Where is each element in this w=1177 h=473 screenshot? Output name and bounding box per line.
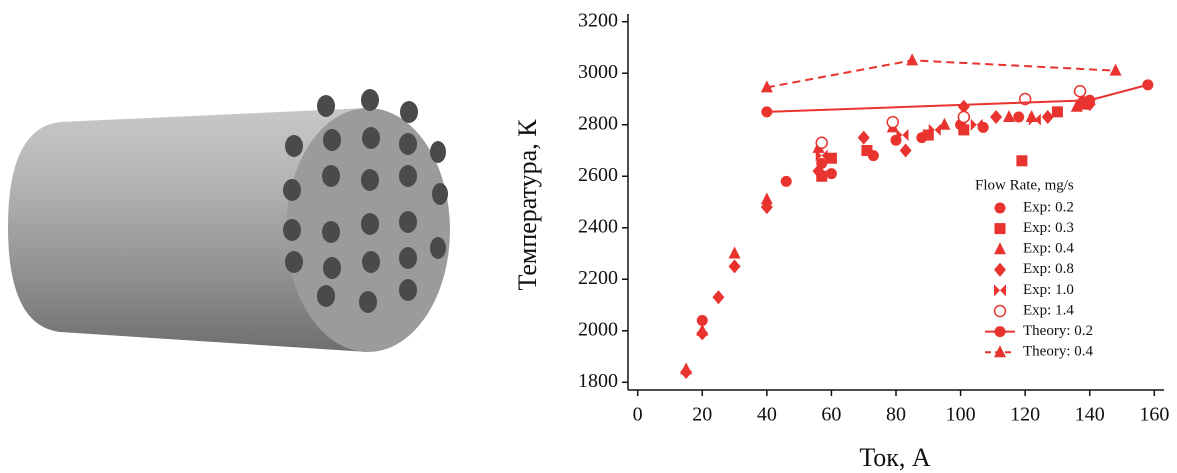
- data-point: [826, 168, 837, 179]
- data-point: [896, 129, 908, 141]
- legend-marker: [995, 223, 1006, 234]
- x-tick-label: 80: [886, 404, 906, 426]
- data-point: [781, 176, 792, 187]
- data-point: [1110, 64, 1122, 76]
- data-point: [858, 131, 870, 145]
- data-point: [1052, 106, 1063, 117]
- x-tick-label: 20: [692, 404, 712, 426]
- x-axis-title: Ток, А: [859, 443, 931, 472]
- legend-label: Exp: 0.2: [1023, 199, 1074, 215]
- x-tick-label: 160: [1139, 404, 1169, 426]
- y-tick-label: 1800: [578, 370, 618, 392]
- x-tick-label: 140: [1075, 404, 1105, 426]
- legend-label: Exp: 0.3: [1023, 220, 1074, 236]
- data-point: [680, 365, 692, 379]
- legend-marker: [994, 263, 1006, 277]
- x-tick-label: 40: [757, 404, 777, 426]
- legend-label: Exp: 0.4: [1023, 241, 1074, 257]
- cylinder-illustration: [8, 89, 450, 352]
- legend-marker: [994, 242, 1006, 254]
- legend-marker: [995, 203, 1006, 214]
- y-axis-title: Температура, К: [513, 119, 542, 291]
- data-point: [929, 124, 941, 136]
- data-point: [887, 117, 898, 128]
- x-tick-label: 0: [633, 404, 643, 426]
- data-point: [958, 124, 969, 135]
- y-tick-label: 2600: [578, 164, 618, 186]
- theory-line: [767, 60, 1116, 87]
- data-point: [1003, 110, 1015, 122]
- data-point: [971, 119, 983, 131]
- data-point: [712, 290, 724, 304]
- legend-label: Exp: 1.0: [1023, 282, 1074, 298]
- figure: Ток, А Температура, К Flow Rate, mg/s 18…: [0, 0, 1177, 473]
- data-point: [906, 53, 918, 65]
- legend-marker: [995, 326, 1006, 337]
- data-point: [1016, 155, 1027, 166]
- data-point: [990, 110, 1002, 124]
- legend-marker: [995, 306, 1006, 317]
- legend-label: Theory: 0.4: [1023, 344, 1093, 360]
- data-point: [696, 326, 708, 340]
- legend-title: Flow Rate, mg/s: [975, 177, 1074, 193]
- y-tick-label: 3000: [578, 61, 618, 83]
- data-point: [958, 112, 969, 123]
- data-point: [761, 106, 772, 117]
- y-tick-label: 2800: [578, 112, 618, 134]
- y-tick-label: 2400: [578, 215, 618, 237]
- x-tick-label: 100: [946, 404, 976, 426]
- data-point: [1142, 79, 1153, 90]
- y-tick-label: 2000: [578, 318, 618, 340]
- x-tick-label: 120: [1010, 404, 1040, 426]
- data-point: [900, 143, 912, 157]
- legend-label: Exp: 1.4: [1023, 302, 1074, 318]
- y-tick-label: 2200: [578, 267, 618, 289]
- data-point: [816, 137, 827, 148]
- data-point: [1075, 86, 1086, 97]
- legend-marker: [994, 284, 1006, 296]
- legend-label: Theory: 0.2: [1023, 323, 1093, 339]
- y-tick-label: 3200: [578, 9, 618, 31]
- data-point: [1013, 112, 1024, 123]
- data-point: [1084, 95, 1095, 106]
- data-point: [729, 259, 741, 273]
- data-point: [861, 145, 872, 156]
- x-tick-label: 60: [821, 404, 841, 426]
- data-point: [729, 247, 741, 259]
- legend-label: Exp: 0.8: [1023, 261, 1074, 277]
